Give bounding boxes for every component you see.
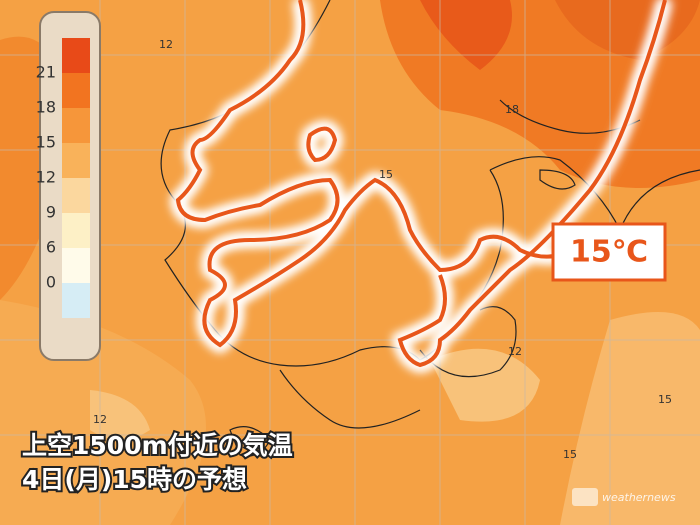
logo-mark bbox=[572, 488, 598, 506]
legend-swatch bbox=[62, 38, 90, 73]
callout-box bbox=[551, 222, 667, 282]
legend: 21 18 15 12 9 6 0 bbox=[36, 38, 90, 318]
caption-line: 上空1500m付近の気温 bbox=[22, 431, 293, 460]
legend-label: 12 bbox=[36, 168, 56, 187]
contour-label: 15 bbox=[379, 168, 393, 181]
contour-labels: 12 18 15 12 12 15 15 bbox=[93, 38, 672, 461]
legend-swatch bbox=[62, 108, 90, 143]
legend-swatch bbox=[62, 143, 90, 178]
contour-label: 15 bbox=[563, 448, 577, 461]
legend-swatch bbox=[62, 283, 90, 318]
legend-label: 18 bbox=[36, 98, 56, 117]
legend-swatch bbox=[62, 178, 90, 213]
legend-label: 6 bbox=[46, 238, 56, 257]
contour-label: 12 bbox=[93, 413, 107, 426]
contour-label: 12 bbox=[508, 345, 522, 358]
contour-label: 12 bbox=[159, 38, 173, 51]
caption-line: 4日(月)15時の予想 bbox=[22, 465, 247, 494]
contour-label: 18 bbox=[505, 103, 519, 116]
contour-label: 15 bbox=[658, 393, 672, 406]
logo-text: weathernews bbox=[602, 491, 676, 504]
legend-swatch bbox=[62, 213, 90, 248]
legend-label: 9 bbox=[46, 203, 56, 222]
legend-label: 0 bbox=[46, 273, 56, 292]
legend-label: 15 bbox=[36, 133, 56, 152]
legend-swatch bbox=[62, 73, 90, 108]
legend-swatch bbox=[62, 248, 90, 283]
contour-15c bbox=[171, 0, 665, 372]
legend-label: 21 bbox=[36, 63, 56, 82]
callout-label: 15℃ bbox=[570, 235, 648, 270]
